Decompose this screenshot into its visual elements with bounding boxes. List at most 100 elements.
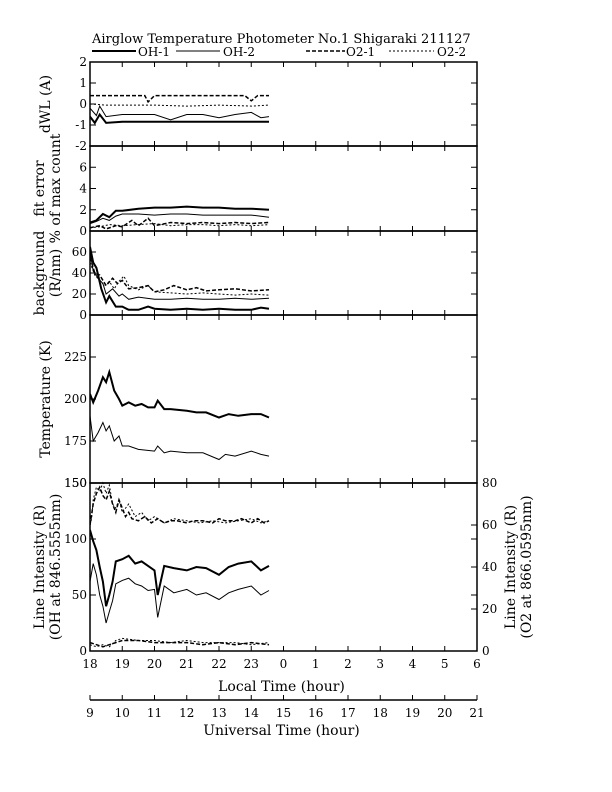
y-tick-label-dwl: 2 [79, 55, 87, 69]
local-time-axis-title: Local Time (hour) [218, 679, 345, 695]
universal-time-tick-label: 18 [373, 706, 388, 720]
series-line-dwl-o2-2 [90, 103, 270, 107]
y-tick-label-fit: 2 [79, 203, 87, 217]
series-line-fit-o2-2 [90, 223, 270, 229]
local-time-tick-label: 3 [376, 657, 384, 671]
universal-time-tick-label: 17 [340, 706, 355, 720]
series-line-dwl-o2-1 [90, 94, 269, 104]
universal-time-tick-label: 15 [276, 706, 291, 720]
y-tick-label-background: 60 [72, 245, 87, 259]
local-time-tick-label: 23 [244, 657, 259, 671]
local-time-tick-label: 5 [441, 657, 449, 671]
series-line-intensity-o2-1 [90, 485, 270, 526]
panel-frame-dwl [89, 61, 478, 147]
local-time-tick-label: 1 [312, 657, 320, 671]
series-line-intensity-oh-1 [90, 529, 270, 607]
y-axis-title-fit: % of max count [48, 133, 64, 243]
universal-time-tick-label: 13 [211, 706, 226, 720]
legend-label-o2-2: O2-2 [437, 45, 466, 59]
y-tick-label-fit: 0 [79, 224, 87, 238]
panel-frame-temperature [89, 314, 478, 484]
panel-frame-background [89, 230, 478, 316]
series-line-background-o2-2 [90, 262, 270, 296]
y-tick-label-temperature: 225 [64, 350, 87, 364]
series-line-background-oh-1 [90, 246, 270, 311]
legend-label-oh-1: OH-1 [138, 45, 170, 59]
plot-panels: -2 -1 0 1 2 dWL (A) 0 2 4 6 fit error% of max coun… [32, 55, 535, 658]
y-tick-label-dwl: 0 [79, 97, 87, 111]
universal-time-tick-label: 21 [469, 706, 484, 720]
local-time-tick-label: 6 [473, 657, 481, 671]
universal-time-tick-label: 9 [86, 706, 94, 720]
y2-tick-label-intensity: 60 [482, 518, 497, 532]
universal-time-tick-label: 14 [244, 706, 260, 720]
universal-time-tick-label: 20 [437, 706, 452, 720]
y-tick-label-dwl: -1 [75, 118, 87, 132]
y-tick-label-dwl: 1 [79, 76, 87, 90]
local-time-tick-label: 4 [409, 657, 417, 671]
y-tick-label-background: 0 [79, 308, 87, 322]
y-axis-title-dwl: dWL (A) [38, 75, 54, 133]
legend-label-oh-2: OH-2 [223, 45, 255, 59]
y-axis-title-temperature: Temperature (K) [38, 340, 54, 458]
local-time-tick-label: 21 [179, 657, 194, 671]
panel-background: 0 20 40 60 background (R/nm) [32, 230, 478, 322]
y2-axis-title-intensity: (O2 at 866.0595nm) [519, 495, 535, 638]
series-line-fit-o2-1 [90, 217, 270, 230]
series-line-background-oh-2 [90, 251, 270, 300]
universal-time-tick-label: 16 [308, 706, 323, 720]
series-line-fit-oh-1 [90, 205, 270, 224]
y-axis-title-fit: fit error [32, 160, 48, 217]
y-tick-label-fit: 6 [79, 160, 87, 174]
y-axis-title-background: background [32, 231, 48, 316]
y-tick-label-dwl: -2 [75, 139, 87, 153]
y2-tick-label-intensity: 20 [482, 602, 497, 616]
universal-time-tick-label: 19 [405, 706, 420, 720]
panel-temperature: 150 175 200 225 Temperature (K) [38, 314, 478, 490]
y2-tick-label-intensity: 0 [482, 644, 490, 658]
y-tick-label-temperature: 200 [64, 392, 87, 406]
y-axis-title-background: (R/nm) [48, 249, 64, 297]
y-tick-label-temperature: 150 [64, 476, 87, 490]
y-tick-label-temperature: 175 [64, 434, 87, 448]
legend: OH-1 OH-2 O2-1 O2-2 [92, 45, 466, 59]
y-tick-label-intensity: 150 [64, 476, 87, 490]
local-time-tick-label: 22 [211, 657, 226, 671]
y-tick-label-fit: 4 [79, 182, 87, 196]
series-line-dwl-oh-2 [90, 104, 270, 121]
series-line-intensity-o2-2 [90, 637, 270, 648]
y2-tick-label-intensity: 80 [482, 476, 497, 490]
y-tick-label-intensity: 0 [79, 644, 87, 658]
universal-time-axis-title: Universal Time (hour) [203, 723, 360, 739]
local-time-tick-label: 0 [280, 657, 288, 671]
local-time-tick-label: 20 [147, 657, 162, 671]
series-line-background-o2-1 [90, 257, 270, 293]
y-tick-label-background: 20 [72, 287, 87, 301]
y2-axis-title-intensity: Line Intensity (R) [503, 505, 519, 629]
y-axis-title-intensity: (OH at 846.5555nm) [48, 494, 64, 641]
y-axis-title-intensity: Line Intensity (R) [32, 505, 48, 629]
y-tick-label-intensity: 100 [64, 532, 87, 546]
series-line-intensity-oh-2 [90, 563, 270, 624]
y2-tick-label-intensity: 40 [482, 560, 497, 574]
local-time-tick-label: 2 [344, 657, 352, 671]
panel-fit: 0 2 4 6 fit error% of max count [32, 133, 478, 243]
y-tick-label-background: 40 [72, 266, 87, 280]
series-line-temperature-oh-2 [90, 415, 270, 461]
series-line-intensity-o2-1 [90, 639, 270, 648]
panel-dwl: -2 -1 0 1 2 dWL (A) [38, 55, 478, 153]
legend-label-o2-1: O2-1 [346, 45, 375, 59]
local-time-tick-label: 18 [82, 657, 97, 671]
y-tick-label-intensity: 50 [72, 588, 87, 602]
chart-title: Airglow Temperature Photometer No.1 Shig… [91, 32, 471, 47]
universal-time-tick-label: 12 [179, 706, 194, 720]
universal-time-tick-label: 10 [115, 706, 130, 720]
universal-time-tick-label: 11 [147, 706, 162, 720]
local-time-tick-label: 19 [115, 657, 130, 671]
series-line-fit-oh-2 [90, 213, 270, 225]
series-line-dwl-oh-1 [90, 112, 269, 125]
series-line-temperature-oh-1 [90, 368, 270, 419]
